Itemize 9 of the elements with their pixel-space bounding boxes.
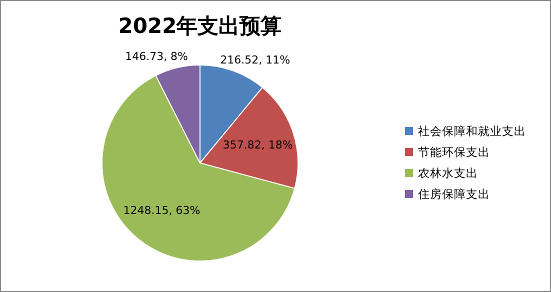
data-label: 1248.15, 63%: [123, 204, 200, 218]
data-label: 216.52, 11%: [220, 54, 290, 67]
legend-label: 农林水支出: [418, 166, 478, 180]
legend-label: 节能环保支出: [418, 145, 490, 160]
data-label: 357.82, 18%: [222, 138, 293, 152]
legend-label: 住房保障支出: [417, 187, 490, 202]
data-label: 146.73, 8%: [125, 50, 188, 64]
chart-title: 2022年支出预算: [118, 14, 282, 38]
legend-label: 社会保障和就业支出: [418, 124, 526, 138]
